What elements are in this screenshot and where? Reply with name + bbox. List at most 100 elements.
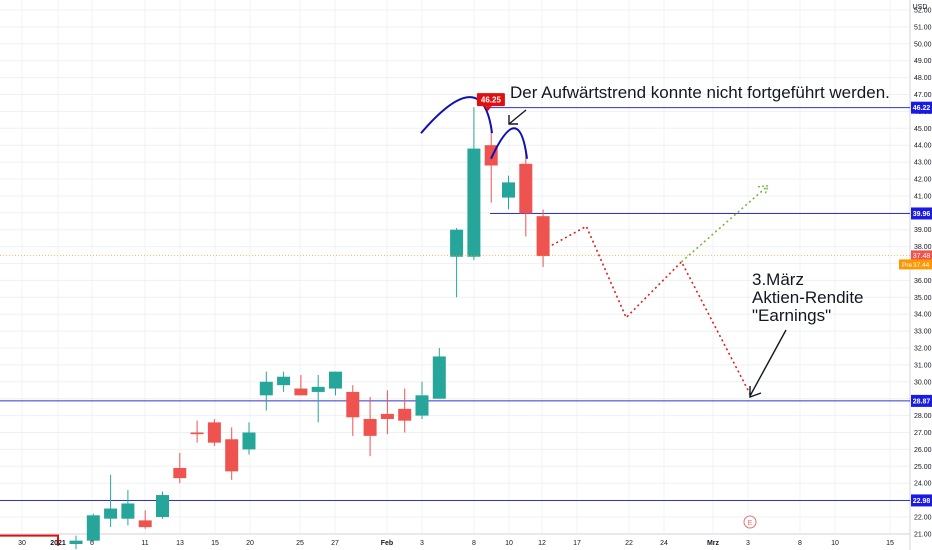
candle — [190, 420, 204, 443]
candle-body — [225, 439, 239, 472]
candle — [277, 371, 291, 392]
price-tick-label: 25.00 — [914, 464, 932, 471]
time-tick-label: 25 — [296, 540, 304, 547]
candle — [363, 397, 377, 457]
candles — [69, 107, 550, 550]
price-tick-label: 39.00 — [914, 227, 932, 234]
candle — [415, 381, 429, 419]
annotation-earnings-line3: "Earnings" — [752, 306, 831, 325]
candle — [86, 513, 100, 543]
annotation-earnings-line2: Aktien-Rendite — [752, 288, 864, 307]
price-tick-label: 45.00 — [914, 126, 932, 133]
time-tick-label: Feb — [381, 540, 393, 547]
candle-body — [277, 376, 291, 386]
premarket-badge — [899, 259, 932, 270]
candle-body — [104, 508, 118, 519]
price-tick-label: 27.00 — [914, 430, 932, 437]
candle-body — [242, 432, 256, 450]
time-tick-label: 6 — [90, 540, 94, 547]
price-tick-label: 21.00 — [914, 531, 932, 538]
time-tick-label: 3 — [420, 540, 424, 547]
price-tick-label: 44.00 — [914, 143, 932, 150]
projection-red-path — [542, 225, 752, 396]
candle-body — [69, 540, 83, 545]
price-tick-label: 35.00 — [914, 295, 932, 302]
candle-body — [502, 182, 515, 198]
candle — [121, 489, 135, 526]
price-tick-label: 28.00 — [914, 413, 932, 420]
earnings-event-icon — [743, 515, 757, 529]
time-tick-label: 3 — [746, 540, 750, 547]
candle-body — [536, 216, 550, 257]
time-axis[interactable]: 30 2021 6 11 13 15 20 25 27 Feb 3 8 10 12 17 22 24 Mrz 3 8 1… — [18, 540, 894, 547]
level-price-badge-text: 46.22 — [913, 105, 931, 112]
candle — [467, 107, 481, 261]
candle — [69, 535, 83, 550]
time-tick-label: 10 — [505, 540, 513, 547]
horizontal-lines — [0, 107, 910, 546]
level-price-badge — [911, 101, 932, 114]
candle-body — [398, 408, 412, 421]
red-marker-line — [0, 534, 59, 546]
candle — [346, 385, 360, 436]
annotation-earnings-arrowhead — [749, 386, 762, 398]
candle-body — [138, 520, 152, 528]
price-tick-label: 30.00 — [914, 379, 932, 386]
time-tick-label: 8 — [798, 540, 802, 547]
price-tick-label: 42.00 — [914, 177, 932, 184]
candle — [104, 474, 118, 528]
candle — [259, 371, 273, 411]
currency-label: USD — [913, 4, 928, 11]
price-tick-label: 41.00 — [914, 193, 932, 200]
candle — [536, 209, 550, 267]
annotation-top-arrowhead — [508, 115, 518, 125]
candle-body — [467, 148, 481, 257]
price-tick-label: 52.00 — [914, 8, 932, 15]
candle — [156, 491, 169, 519]
price-tick-label: 47.00 — [914, 92, 932, 99]
annotation-earnings-line1: 3.März — [752, 270, 804, 289]
time-tick-label: 15 — [886, 540, 894, 547]
time-tick-label: 8 — [472, 540, 476, 547]
time-tick-label: 24 — [660, 540, 668, 547]
time-tick-label: 11 — [141, 540, 148, 547]
price-tick-label: 31.00 — [914, 362, 932, 369]
candle — [329, 371, 342, 396]
price-tick-label: 50.00 — [914, 41, 932, 48]
candle-body — [156, 495, 169, 517]
candle — [380, 390, 394, 435]
price-axis[interactable]: USD21.0022.0023.0024.0025.0026.0027.0028… — [0, 4, 932, 538]
candle — [450, 228, 464, 298]
time-tick-label: 15 — [211, 540, 219, 547]
level-price-badge — [911, 394, 932, 407]
price-tick-label: 43.00 — [914, 160, 932, 167]
time-tick-label: 10 — [831, 540, 839, 547]
candle-body — [259, 381, 273, 396]
candle — [432, 348, 446, 399]
level-price-badge — [911, 494, 932, 507]
candle — [173, 452, 187, 484]
price-tick-label: 36.00 — [914, 278, 932, 285]
annotation-top-arrow — [508, 109, 527, 125]
time-tick-label: 12 — [538, 540, 546, 547]
time-tick-label: 22 — [625, 540, 633, 547]
candle-body — [432, 356, 446, 399]
premarket-value: 37.44 — [913, 262, 930, 269]
premarket-label: Pre — [902, 262, 913, 269]
candle-body — [329, 371, 342, 389]
annotations: 46.25 Der Aufwärtstrend konnte nicht fort… — [420, 83, 890, 529]
price-tick-label: 33.00 — [914, 329, 932, 336]
price-tick-label: 22.00 — [914, 515, 932, 522]
candle-body — [190, 432, 204, 435]
candle — [242, 422, 256, 455]
candle-body — [86, 515, 100, 541]
annotation-earnings-arrow — [749, 329, 787, 397]
candle-body — [450, 229, 464, 257]
time-tick-label: 2021 — [50, 540, 66, 547]
candle-body — [519, 163, 533, 214]
candle — [294, 375, 308, 396]
price-tick-label: 49.00 — [914, 58, 932, 65]
price-tick-label: 34.00 — [914, 312, 932, 319]
candle — [398, 388, 412, 433]
